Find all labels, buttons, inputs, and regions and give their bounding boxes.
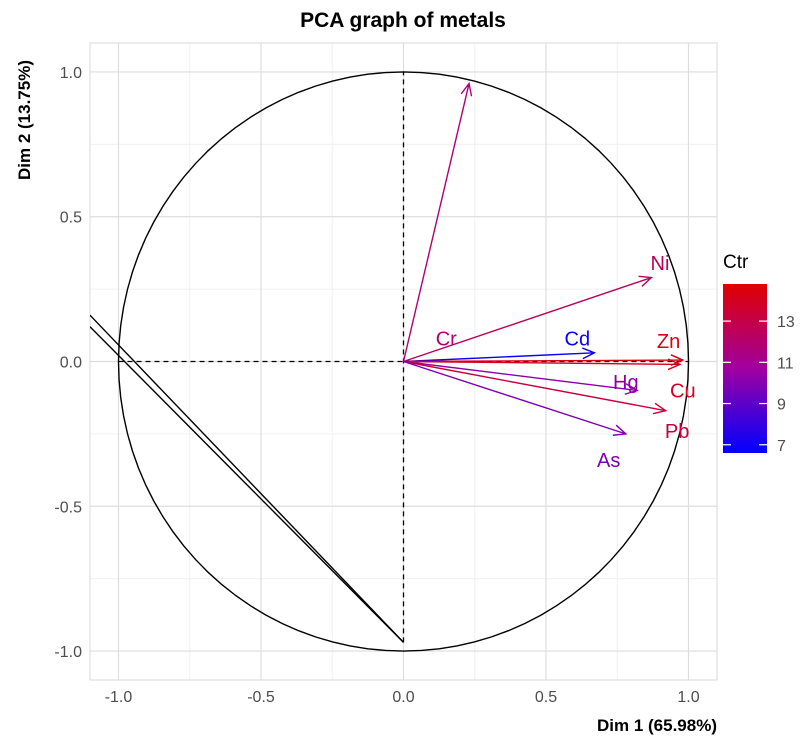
legend-tick-label: 7 (777, 438, 786, 455)
arrowhead-as (612, 424, 628, 436)
variable-label-as: As (597, 450, 620, 472)
arrowhead-cd (582, 347, 597, 360)
y-tick-label: 0.5 (60, 210, 82, 227)
variable-label-ni: Ni (651, 253, 670, 275)
arrow-zn (403, 359, 683, 363)
variable-label-cd: Cd (565, 328, 591, 350)
legend-tick-label: 11 (777, 355, 794, 372)
legend-tick-label: 9 (777, 397, 786, 414)
arrow-cu (403, 360, 680, 366)
panel-border (89, 42, 718, 681)
arrowhead-pb (652, 402, 668, 415)
arrowhead-ni (638, 275, 654, 287)
arrow-cr (402, 83, 470, 362)
legend-colorbar (723, 284, 767, 453)
solid-line (90, 314, 405, 643)
legend-title: Ctr (723, 252, 749, 273)
arrow-pb (403, 360, 666, 412)
y-tick-label: 1.0 (60, 65, 82, 82)
arrowhead-cu (667, 358, 682, 371)
x-tick-label: 0.5 (535, 689, 557, 706)
arrowhead-cr (460, 81, 473, 97)
y-tick-label: -1.0 (54, 644, 82, 661)
x-tick-label: 1.0 (677, 689, 699, 706)
color-legend: Ctr 7 9 11 13 (723, 252, 795, 455)
x-axis-title: Dim 1 (65.98%) (597, 716, 717, 735)
chart-title: PCA graph of metals (300, 9, 506, 32)
arrowhead-zn (670, 354, 685, 367)
x-tick-label: -1.0 (105, 689, 133, 706)
variable-label-pb: Pb (665, 421, 689, 443)
arrowhead-hg (624, 383, 639, 395)
x-tick-label: -0.5 (247, 689, 275, 706)
solid-line (90, 326, 404, 643)
arrow-as (403, 360, 627, 435)
legend-tick-label: 13 (777, 314, 795, 331)
y-tick-label: -0.5 (54, 499, 82, 516)
arrow-cd (403, 352, 595, 363)
variable-label-cu: Cu (670, 380, 696, 402)
arrow-hg (403, 360, 638, 392)
y-axis-title: Dim 2 (13.75%) (15, 60, 34, 180)
x-tick-label: 0.0 (392, 689, 414, 706)
arrow-ni (403, 276, 652, 363)
variable-label-zn: Zn (657, 331, 680, 353)
y-tick-label: 0.0 (60, 355, 82, 372)
variable-label-hg: Hg (613, 372, 639, 394)
